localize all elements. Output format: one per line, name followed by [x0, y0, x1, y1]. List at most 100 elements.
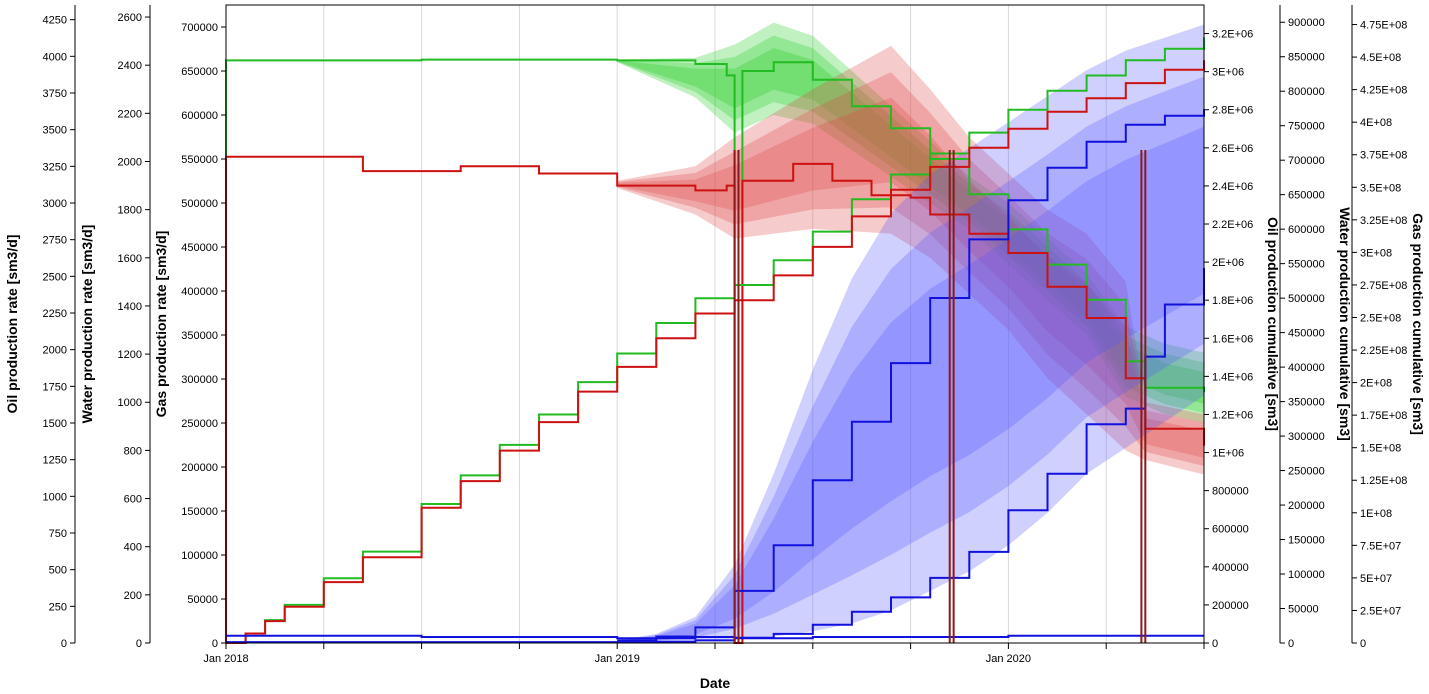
gas_cum-tick-label: 4.5E+08	[1360, 52, 1401, 64]
water_cum-tick-label: 250000	[1288, 466, 1325, 478]
oil_cum-axis-title: Oil production cumulative [sm3]	[1265, 217, 1281, 431]
water_cum-tick-label: 100000	[1288, 569, 1325, 581]
oil_cum-tick-label: 1.2E+06	[1212, 409, 1253, 421]
water_cum-tick-label: 300000	[1288, 431, 1325, 443]
gas_rate-tick-label: 50000	[187, 594, 218, 606]
oil_cum-tick-label: 0	[1212, 638, 1218, 650]
uncertainty-bands	[617, 22, 1204, 643]
gas_cum-tick-label: 2.75E+08	[1360, 280, 1407, 292]
water_cum-tick-label: 750000	[1288, 121, 1325, 133]
oil_rate-tick-label: 2750	[43, 235, 67, 247]
water_rate-axis-title: Water production rate [sm3/d]	[79, 225, 95, 424]
oil_cum-tick-label: 2E+06	[1212, 257, 1244, 269]
oil_cum-tick-label: 2.8E+06	[1212, 105, 1253, 117]
water_rate-tick-label: 400	[124, 542, 142, 554]
water_cum-tick-label: 350000	[1288, 397, 1325, 409]
water_cum-tick-label: 150000	[1288, 535, 1325, 547]
gas_cum-tick-label: 7.5E+07	[1360, 540, 1401, 552]
oil_rate-tick-label: 0	[61, 638, 67, 650]
oil_rate-tick-label: 4250	[43, 15, 67, 27]
water_cum-tick-label: 650000	[1288, 190, 1325, 202]
water_cum-tick-label: 200000	[1288, 500, 1325, 512]
water_rate-tick-label: 1200	[118, 349, 142, 361]
band-blue-7-0	[617, 24, 1204, 643]
oil_rate-tick-label: 1250	[43, 455, 67, 467]
gas_rate-tick-label: 250000	[181, 418, 218, 430]
water_cum-tick-label: 900000	[1288, 17, 1325, 29]
gas_cum-tick-label: 1.75E+08	[1360, 410, 1407, 422]
band-red-3-2	[617, 97, 1204, 458]
water_cum-tick-label: 800000	[1288, 86, 1325, 98]
gas_cum-tick-label: 2.5E+07	[1360, 605, 1401, 617]
water_cum-tick-label: 550000	[1288, 259, 1325, 271]
gas_cum-tick-label: 2E+08	[1360, 378, 1392, 390]
oil_rate-tick-label: 3750	[43, 88, 67, 100]
water_rate-tick-label: 1600	[118, 253, 142, 265]
water_cum-tick-label: 400000	[1288, 362, 1325, 374]
oil_rate-tick-label: 1000	[43, 491, 67, 503]
gas_cum-tick-label: 3.5E+08	[1360, 182, 1401, 194]
oil_cum-tick-label: 2.4E+06	[1212, 181, 1253, 193]
gas_rate-tick-label: 450000	[181, 242, 218, 254]
oil_rate-axis-title: Oil production rate [sm3/d]	[4, 235, 20, 414]
oil_cum-tick-label: 400000	[1212, 562, 1249, 574]
water_rate-tick-label: 2400	[118, 60, 142, 72]
band-blue-7-2	[617, 126, 1204, 642]
gas_rate-axis-title: Gas production rate [sm3/d]	[153, 231, 169, 418]
oil_cum-tick-label: 600000	[1212, 524, 1249, 536]
oil_rate-tick-label: 3500	[43, 125, 67, 137]
gas_cum-tick-label: 4E+08	[1360, 117, 1392, 129]
water_cum-tick-label: 500000	[1288, 293, 1325, 305]
water_cum-axis-title: Water production cumulative [sm3]	[1337, 207, 1353, 441]
x-tick-label: Jan 2018	[203, 653, 248, 665]
oil_cum-tick-label: 3.2E+06	[1212, 29, 1253, 41]
x-axis-title: Date	[700, 675, 731, 691]
line-red-rate-2	[225, 155, 1205, 644]
water_cum-tick-label: 600000	[1288, 224, 1325, 236]
gas_rate-tick-label: 350000	[181, 330, 218, 342]
gas_rate-tick-label: 400000	[181, 286, 218, 298]
water_rate-tick-label: 2200	[118, 108, 142, 120]
line-red-cumulative-5	[226, 60, 1205, 644]
gas_cum-axis-title: Gas production cumulative [sm3]	[1410, 213, 1426, 435]
oil_rate-tick-label: 500	[49, 565, 67, 577]
water_rate-tick-label: 2600	[118, 12, 142, 24]
gas_rate-tick-label: 650000	[181, 66, 218, 78]
oil_cum-tick-label: 3E+06	[1212, 67, 1244, 79]
oil_cum-tick-label: 1.8E+06	[1212, 295, 1253, 307]
oil_cum-tick-label: 1.6E+06	[1212, 333, 1253, 345]
gas_cum-tick-label: 0	[1360, 638, 1366, 650]
oil_cum-tick-label: 1.4E+06	[1212, 371, 1253, 383]
gas_cum-tick-label: 5E+07	[1360, 573, 1392, 585]
gas_rate-tick-label: 200000	[181, 462, 218, 474]
oil_rate-tick-label: 250	[49, 601, 67, 613]
water_cum-tick-label: 0	[1288, 638, 1294, 650]
x-tick-label: Jan 2019	[595, 653, 640, 665]
oil_rate-tick-label: 2500	[43, 271, 67, 283]
water_cum-tick-label: 50000	[1288, 604, 1319, 616]
water_rate-tick-label: 0	[136, 638, 142, 650]
oil_cum-tick-label: 2.6E+06	[1212, 143, 1253, 155]
line-blue-rate-9	[226, 634, 1204, 640]
gas_cum-tick-label: 1.25E+08	[1360, 475, 1407, 487]
oil_rate-tick-label: 3000	[43, 198, 67, 210]
axes: Jan 2018 Jan 2019 Jan 2020 0 250 500 750 1000 12…	[4, 5, 1426, 665]
gas_rate-tick-label: 100000	[181, 550, 218, 562]
band-red-3-1	[617, 72, 1204, 466]
oil_rate-tick-label: 1500	[43, 418, 67, 430]
oil_rate-tick-label: 1750	[43, 381, 67, 393]
water_rate-tick-label: 1800	[118, 205, 142, 217]
water_rate-tick-label: 200	[124, 590, 142, 602]
gas_cum-tick-label: 4.25E+08	[1360, 85, 1407, 97]
gas_cum-tick-label: 1E+08	[1360, 508, 1392, 520]
series-lines	[225, 37, 1205, 644]
oil_rate-tick-label: 2250	[43, 308, 67, 320]
oil_rate-tick-label: 2000	[43, 345, 67, 357]
gas_cum-tick-label: 3.25E+08	[1360, 215, 1407, 227]
gas_cum-tick-label: 2.5E+08	[1360, 312, 1401, 324]
gas_rate-tick-label: 500000	[181, 198, 218, 210]
x-tick-label: Jan 2020	[986, 653, 1031, 665]
oil_rate-tick-label: 3250	[43, 161, 67, 173]
oil_rate-tick-label: 4000	[43, 51, 67, 63]
